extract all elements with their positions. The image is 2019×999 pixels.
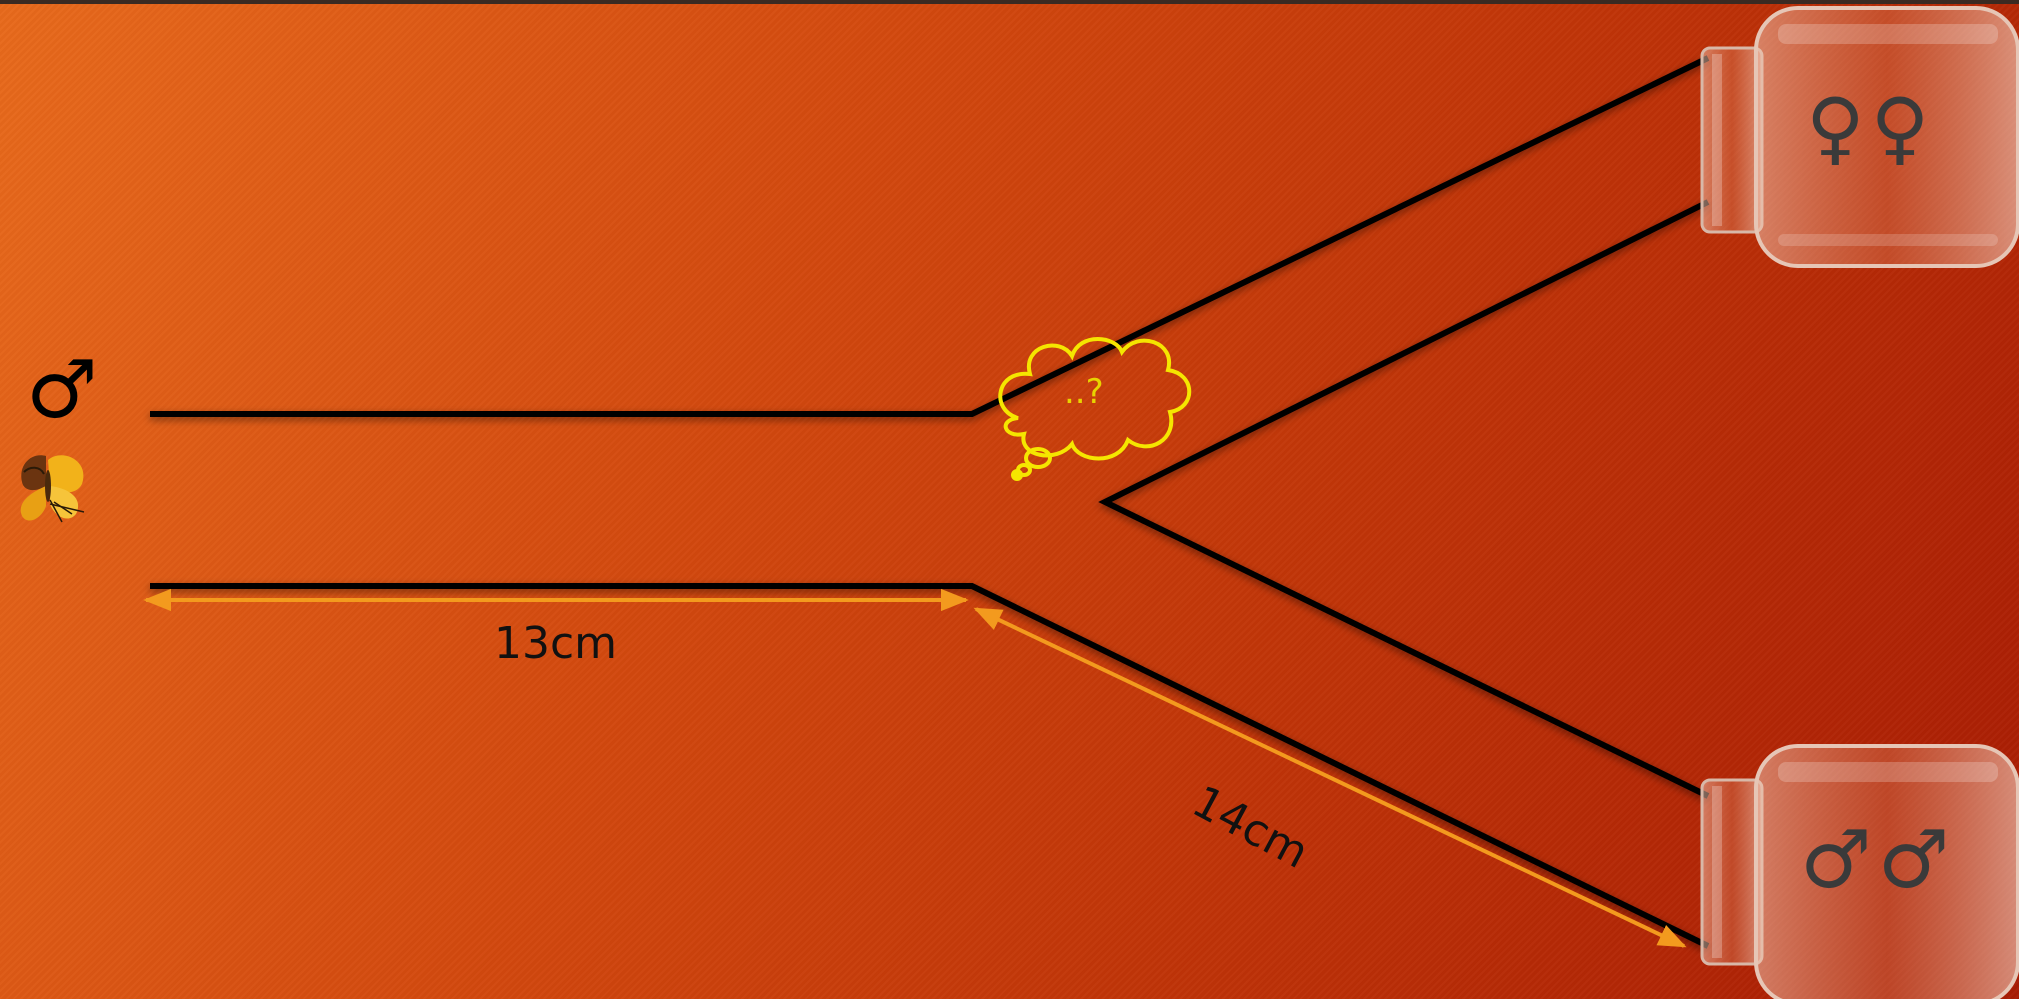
inner-wedge-wall — [1098, 199, 1710, 799]
butterfly-icon — [20, 455, 85, 523]
male-icon: ♂ — [26, 343, 98, 436]
measurements — [143, 588, 1687, 948]
upper-outer-wall — [150, 55, 1710, 417]
straight-length-label: 13cm — [494, 618, 618, 669]
female-icon: ♀♀ — [1806, 81, 1936, 174]
lower-outer-wall — [150, 583, 1710, 949]
thought-bubble-icon — [998, 337, 1192, 481]
maze-walls — [150, 55, 1710, 949]
thought-text: ..? — [1064, 372, 1104, 412]
branch-measure-arrow — [973, 607, 1687, 948]
male-icon: ♂♂ — [1800, 813, 1956, 906]
jar-icon — [1700, 6, 2019, 268]
jar-icon — [1700, 744, 2019, 999]
top-border — [0, 0, 2019, 4]
